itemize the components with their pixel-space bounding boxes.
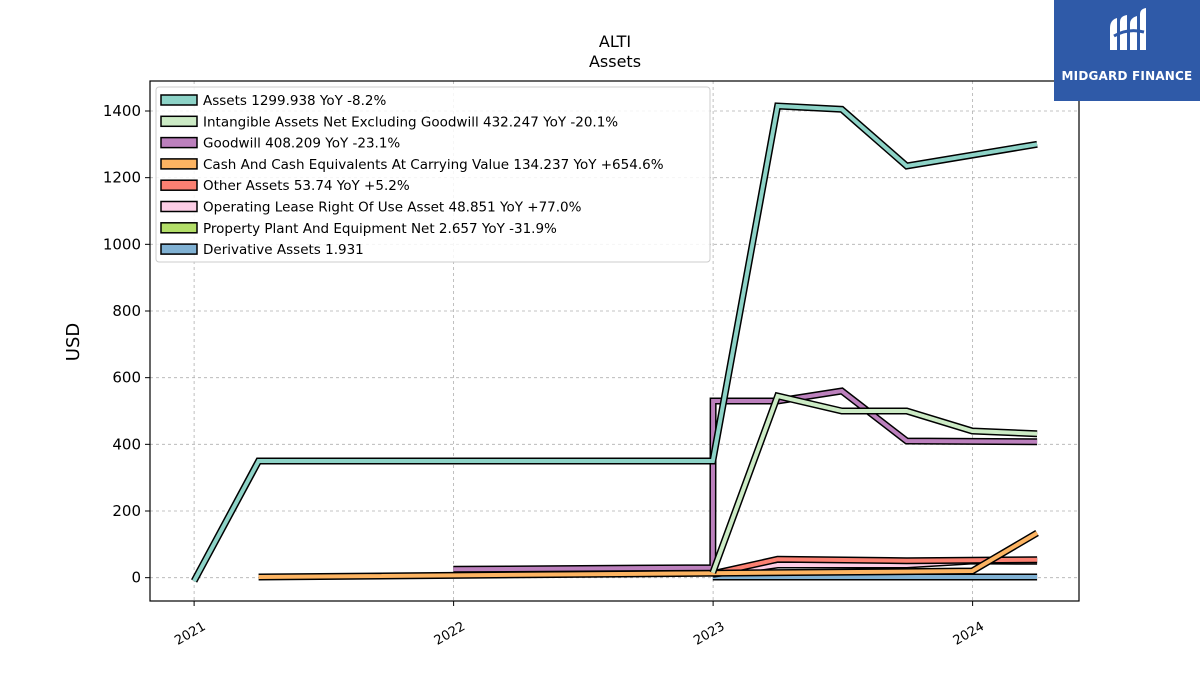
legend-entry: Property Plant And Equipment Net 2.657 Y… xyxy=(203,221,557,237)
series-line-fill xyxy=(712,557,1038,576)
legend-swatch xyxy=(160,115,198,128)
legend-entry: Operating Lease Right Of Use Asset 48.85… xyxy=(203,200,582,216)
y-tick-label: 1000 xyxy=(103,235,141,253)
legend-entry: Cash And Cash Equivalents At Carrying Va… xyxy=(203,157,664,173)
logo-text: MIDGARD FINANCE xyxy=(1061,69,1193,83)
series-line xyxy=(712,555,1038,578)
legend-box xyxy=(155,86,711,263)
legend-entry: Derivative Assets 1.931 xyxy=(203,242,364,258)
series-line xyxy=(709,391,1038,574)
legend-entry: Assets 1299.938 YoY -8.2% xyxy=(203,93,387,109)
series-line-fill xyxy=(258,531,1039,579)
legend-swatch xyxy=(160,158,198,170)
legend-swatch xyxy=(160,136,198,149)
y-axis-label: USD xyxy=(63,323,84,361)
chart-title: ALTI xyxy=(599,32,631,51)
series-line-fill xyxy=(710,393,1038,574)
series-line-fill xyxy=(192,103,1038,582)
y-axis-ticks: 0 200 400 600 800 1000 1200 1400 xyxy=(103,102,150,587)
series-line xyxy=(191,102,1038,583)
series-lines xyxy=(191,102,1039,583)
logo-mark-icon xyxy=(1110,8,1146,50)
y-tick-label: 400 xyxy=(112,435,141,453)
brand-logo: MIDGARD FINANCE xyxy=(1054,0,1200,101)
legend-swatch xyxy=(160,94,198,106)
legend: Assets 1299.938 YoY -8.2% Intangible Asse… xyxy=(155,86,711,263)
legend-entry: Intangible Assets Net Excluding Goodwill… xyxy=(203,114,618,130)
chart-subtitle: Assets xyxy=(589,52,641,71)
plot-frame xyxy=(149,80,1080,602)
y-tick-label: 1200 xyxy=(103,169,141,187)
legend-swatch xyxy=(160,179,198,191)
legend-entry: Goodwill 408.209 YoY -23.1% xyxy=(203,136,400,152)
legend-entry: Other Assets 53.74 YoY +5.2% xyxy=(203,178,410,194)
series-line xyxy=(258,529,1039,581)
legend-swatch xyxy=(160,222,198,234)
legend-swatch xyxy=(160,200,198,213)
legend-swatch xyxy=(160,243,198,255)
y-tick-label: 600 xyxy=(112,369,141,387)
y-tick-label: 200 xyxy=(112,502,141,520)
y-tick-label: 800 xyxy=(112,302,141,320)
y-tick-label: 0 xyxy=(131,569,141,587)
y-tick-label: 1400 xyxy=(103,102,141,120)
